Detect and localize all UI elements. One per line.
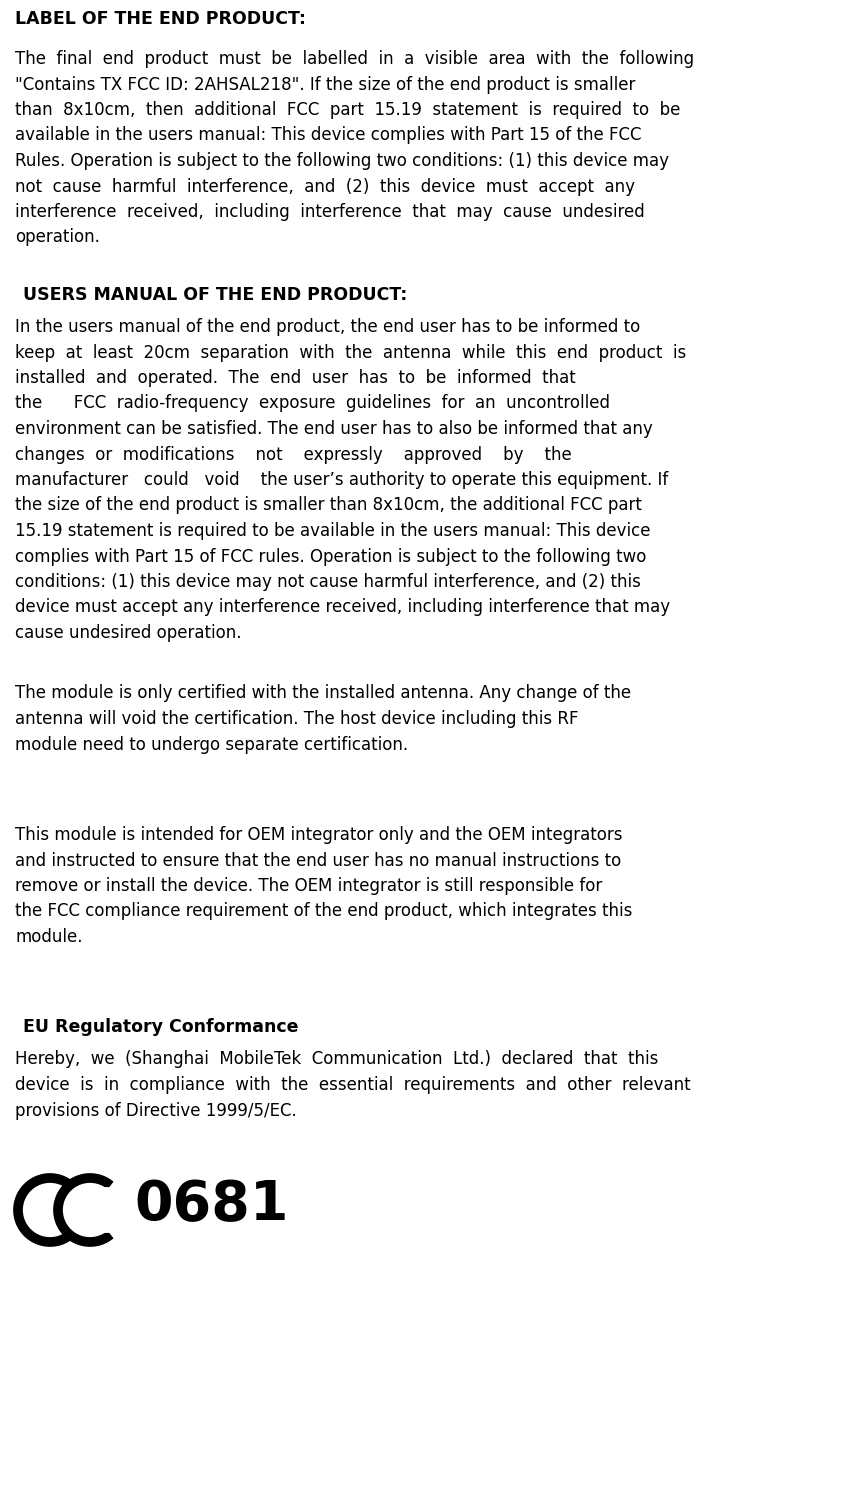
Text: environment can be satisfied. The end user has to also be informed that any: environment can be satisfied. The end us… <box>15 421 652 438</box>
Text: Hereby,  we  (Shanghai  MobileTek  Communication  Ltd.)  declared  that  this: Hereby, we (Shanghai MobileTek Communica… <box>15 1051 658 1068</box>
Text: The module is only certified with the installed antenna. Any change of the: The module is only certified with the in… <box>15 685 631 703</box>
Text: device  is  in  compliance  with  the  essential  requirements  and  other  rele: device is in compliance with the essenti… <box>15 1076 690 1094</box>
Text: interference  received,  including  interference  that  may  cause  undesired: interference received, including interfe… <box>15 204 645 221</box>
Text: remove or install the device. The OEM integrator is still responsible for: remove or install the device. The OEM in… <box>15 877 602 895</box>
Text: cause undesired operation.: cause undesired operation. <box>15 624 242 642</box>
Text: USERS MANUAL OF THE END PRODUCT:: USERS MANUAL OF THE END PRODUCT: <box>23 285 407 305</box>
Text: module.: module. <box>15 927 83 947</box>
Text: installed  and  operated.  The  end  user  has  to  be  informed  that: installed and operated. The end user has… <box>15 369 576 386</box>
Text: changes  or  modifications    not    expressly    approved    by    the: changes or modifications not expressly a… <box>15 446 572 464</box>
Text: "Contains TX FCC ID: 2AHSAL218". If the size of the end product is smaller: "Contains TX FCC ID: 2AHSAL218". If the … <box>15 76 635 94</box>
Text: LABEL OF THE END PRODUCT:: LABEL OF THE END PRODUCT: <box>15 10 306 28</box>
Text: provisions of Directive 1999/5/EC.: provisions of Directive 1999/5/EC. <box>15 1101 297 1119</box>
Text: The  final  end  product  must  be  labelled  in  a  visible  area  with  the  f: The final end product must be labelled i… <box>15 51 694 68</box>
Text: device must accept any interference received, including interference that may: device must accept any interference rece… <box>15 599 671 617</box>
Text: complies with Part 15 of FCC rules. Operation is subject to the following two: complies with Part 15 of FCC rules. Oper… <box>15 547 646 566</box>
Text: module need to undergo separate certification.: module need to undergo separate certific… <box>15 736 408 753</box>
Text: conditions: (1) this device may not cause harmful interference, and (2) this: conditions: (1) this device may not caus… <box>15 574 641 591</box>
Text: antenna will void the certification. The host device including this RF: antenna will void the certification. The… <box>15 710 578 728</box>
Text: the size of the end product is smaller than 8x10cm, the additional FCC part: the size of the end product is smaller t… <box>15 496 642 514</box>
Text: 0681: 0681 <box>134 1178 288 1232</box>
Text: keep  at  least  20cm  separation  with  the  antenna  while  this  end  product: keep at least 20cm separation with the a… <box>15 343 686 361</box>
Text: available in the users manual: This device complies with Part 15 of the FCC: available in the users manual: This devi… <box>15 126 641 144</box>
Text: EU Regulatory Conformance: EU Regulatory Conformance <box>23 1018 299 1037</box>
Text: the FCC compliance requirement of the end product, which integrates this: the FCC compliance requirement of the en… <box>15 902 633 920</box>
Text: This module is intended for OEM integrator only and the OEM integrators: This module is intended for OEM integrat… <box>15 826 622 844</box>
Text: than  8x10cm,  then  additional  FCC  part  15.19  statement  is  required  to  : than 8x10cm, then additional FCC part 15… <box>15 101 680 119</box>
Text: manufacturer   could   void    the user’s authority to operate this equipment. I: manufacturer could void the user’s autho… <box>15 471 668 489</box>
Text: operation.: operation. <box>15 229 100 247</box>
Text: Rules. Operation is subject to the following two conditions: (1) this device may: Rules. Operation is subject to the follo… <box>15 152 669 169</box>
Text: the      FCC  radio-frequency  exposure  guidelines  for  an  uncontrolled: the FCC radio-frequency exposure guideli… <box>15 394 610 413</box>
Text: In the users manual of the end product, the end user has to be informed to: In the users manual of the end product, … <box>15 318 640 336</box>
Text: 15.19 statement is required to be available in the users manual: This device: 15.19 statement is required to be availa… <box>15 522 651 539</box>
Text: not  cause  harmful  interference,  and  (2)  this  device  must  accept  any: not cause harmful interference, and (2) … <box>15 177 635 196</box>
Text: and instructed to ensure that the end user has no manual instructions to: and instructed to ensure that the end us… <box>15 851 621 869</box>
